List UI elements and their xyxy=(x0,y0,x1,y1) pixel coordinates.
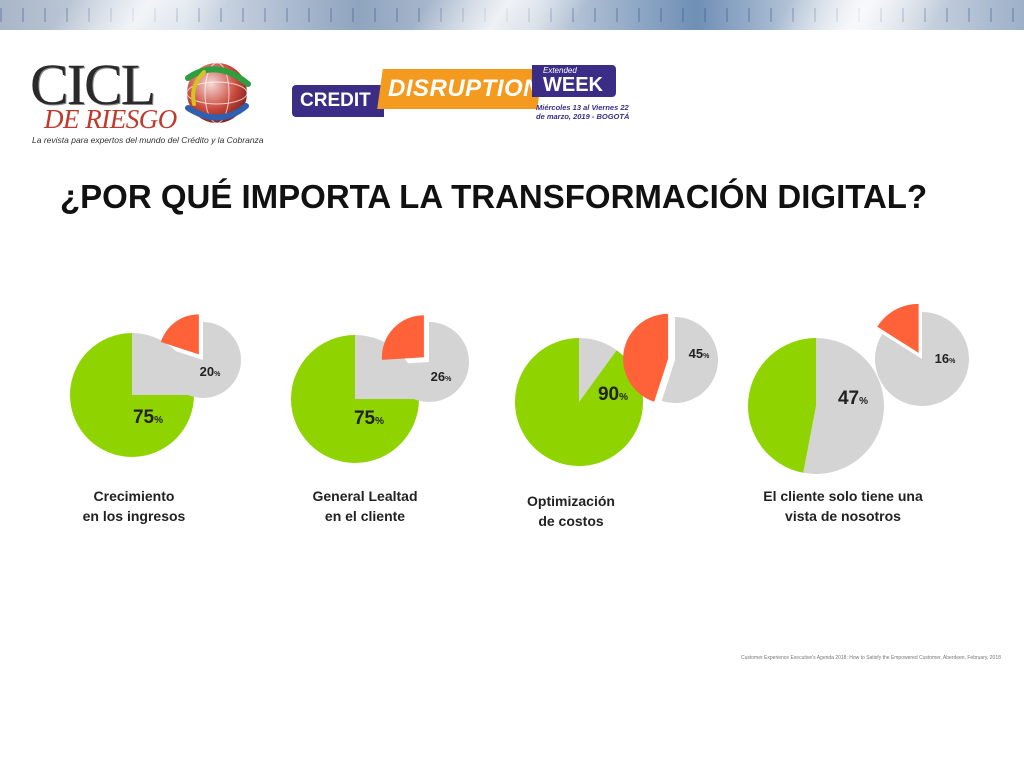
pie-slice-orange xyxy=(877,303,919,353)
pie-slice-green xyxy=(70,333,194,457)
data-label-green: 75% xyxy=(133,407,163,428)
data-label-orange: 16% xyxy=(935,351,956,366)
source-note: Customer Experience Executive's Agenda 2… xyxy=(741,655,1001,661)
event-dates-line-2: de marzo, 2019 - BOGOTÁ xyxy=(536,112,630,121)
pie-slice-green xyxy=(291,335,419,463)
data-label-orange: 20% xyxy=(200,364,221,379)
data-label-green: 75% xyxy=(354,408,384,429)
pie-slice-gray-small xyxy=(661,317,719,404)
logo-subtitle: DE RIESGO xyxy=(44,104,177,134)
disruption-label: DISRUPTION xyxy=(388,75,542,102)
page-title: ¿POR QUÉ IMPORTA LA TRANSFORMACIÓN DIGIT… xyxy=(60,178,928,215)
pie-slice-green xyxy=(748,338,816,473)
top-banner xyxy=(0,0,1024,30)
ciclo-de-riesgo-logo: CICL DE RIESGO La revista para expertos … xyxy=(30,56,270,150)
pie-slice-gray xyxy=(579,338,617,402)
data-label-green: 90% xyxy=(598,384,628,405)
logo-word: CICL xyxy=(30,52,156,117)
data-label-orange: 45% xyxy=(689,346,710,361)
logo-tagline: La revista para expertos del mundo del C… xyxy=(32,135,264,145)
extended-label: Extended xyxy=(543,66,577,75)
credit-badge xyxy=(292,85,384,117)
credit-label: CREDIT xyxy=(300,90,371,111)
pie-slice-gray-small xyxy=(389,322,469,403)
pie-slice-gray-small xyxy=(164,322,241,398)
chart-caption: General Lealtad en el cliente xyxy=(312,488,418,524)
pie-slice-green xyxy=(515,338,644,466)
pie-slice-gray xyxy=(803,338,884,474)
week-badge xyxy=(532,65,616,97)
credit-disruption-logo: CREDIT DISRUPTION Extended WEEK Miércole… xyxy=(292,65,629,123)
week-label: WEEK xyxy=(543,74,603,96)
pie-slice-orange xyxy=(160,314,199,355)
chart-caption: El cliente solo tiene una vista de nosot… xyxy=(763,488,923,524)
pie-slice-orange xyxy=(623,313,669,402)
pie-slice-gray-small xyxy=(875,312,970,406)
chart-caption: Crecimiento en los ingresos xyxy=(82,488,186,524)
data-label-orange: 26% xyxy=(431,369,452,384)
chart-caption: Optimización de costos xyxy=(527,493,615,529)
data-label-green: 47% xyxy=(838,388,868,409)
globe-icon xyxy=(185,62,251,124)
pie-slice-orange xyxy=(381,315,424,360)
event-dates-line-1: Miércoles 13 al Viernes 22 xyxy=(536,103,629,112)
